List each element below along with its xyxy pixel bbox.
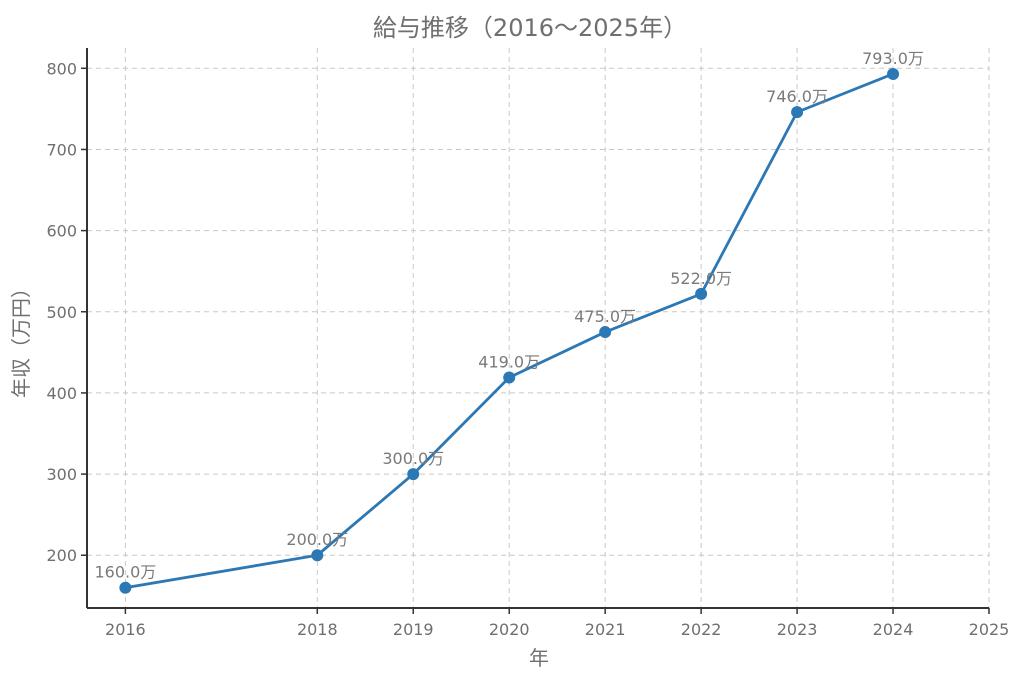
data-point	[599, 326, 612, 339]
data-label: 475.0万	[574, 307, 636, 326]
data-label: 200.0万	[286, 530, 348, 549]
y-tick-label: 400	[46, 384, 77, 403]
data-point	[503, 371, 516, 384]
x-tick-label: 2022	[681, 620, 722, 639]
x-tick-label: 2025	[969, 620, 1010, 639]
x-tick-label: 2024	[873, 620, 914, 639]
data-point	[311, 549, 324, 562]
y-tick-label: 700	[46, 140, 77, 159]
data-label: 793.0万	[862, 49, 924, 68]
x-tick-label: 2021	[585, 620, 626, 639]
x-tick-label: 2016	[105, 620, 146, 639]
series-line	[125, 72, 894, 590]
x-tick-label: 2020	[489, 620, 530, 639]
data-label: 300.0万	[382, 449, 444, 468]
data-label: 160.0万	[94, 563, 156, 582]
y-axis-label: 年収（万円）	[9, 278, 33, 398]
y-tick-label: 200	[46, 546, 77, 565]
axis-layer: 2016 2018 2019 2020 2021 2022 2023 2024 2025 200 3…	[46, 48, 1009, 639]
x-tick-label: 2019	[393, 620, 434, 639]
x-tick-label: 2023	[777, 620, 818, 639]
data-point	[791, 106, 804, 119]
data-label-layer: 160.0万 200.0万 300.0万 419.0万 475.0万 522.0万 746.…	[94, 49, 923, 582]
y-tick-label: 800	[46, 59, 77, 78]
x-tick-label: 2018	[297, 620, 338, 639]
data-label: 746.0万	[766, 87, 828, 106]
y-tick-label: 500	[46, 303, 77, 322]
y-tick-label: 600	[46, 222, 77, 241]
data-point	[887, 67, 900, 80]
data-label: 522.0万	[670, 269, 732, 288]
data-point	[407, 468, 420, 481]
chart-title: 給与推移（2016〜2025年）	[373, 14, 687, 42]
y-tick-label: 300	[46, 465, 77, 484]
x-axis-label: 年	[529, 646, 549, 670]
data-point	[119, 581, 132, 594]
data-label: 419.0万	[478, 353, 540, 372]
series-layer	[119, 67, 900, 594]
data-point	[695, 287, 708, 300]
grid-layer	[87, 48, 990, 608]
